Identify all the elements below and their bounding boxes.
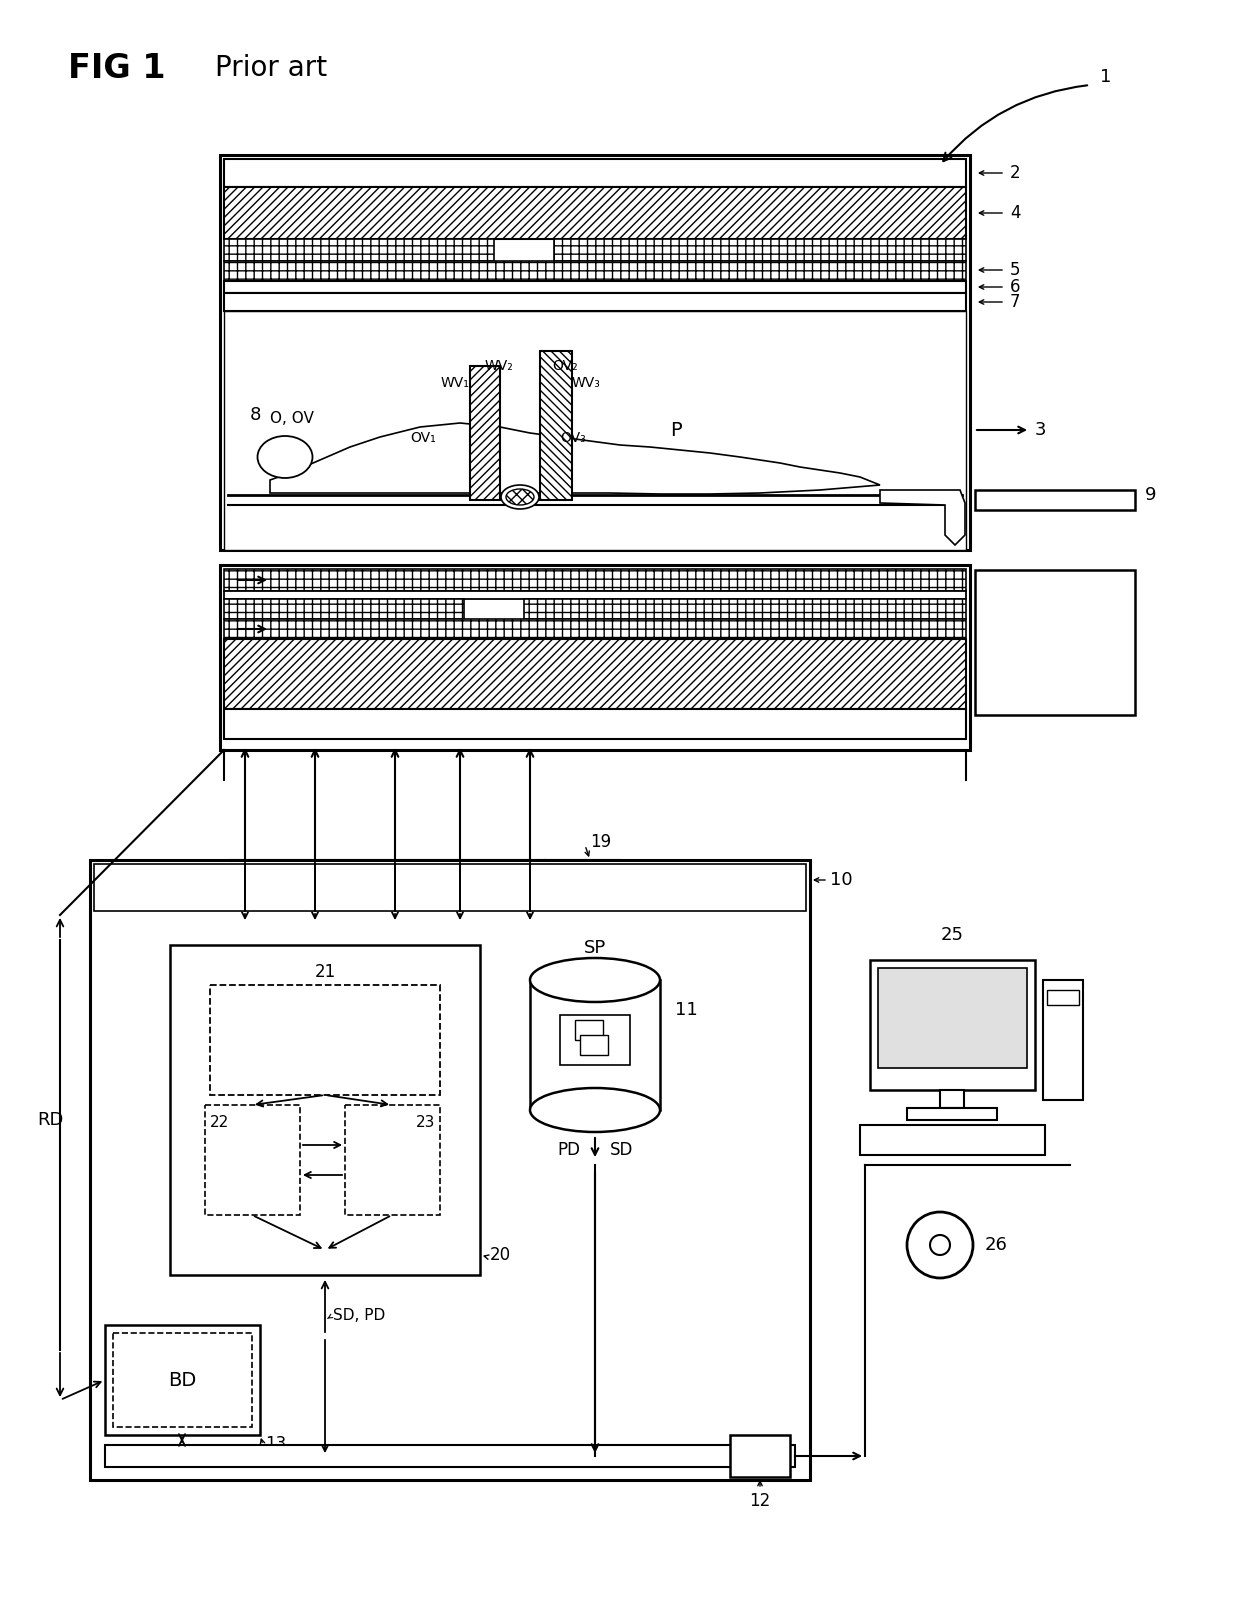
Text: 17: 17 (305, 874, 326, 894)
Bar (1047, 989, 1079, 1006)
Ellipse shape (529, 959, 660, 1002)
Bar (345, 1105, 440, 1215)
Text: 20: 20 (490, 1246, 511, 1264)
Bar (210, 985, 440, 1095)
Bar (94, 865, 806, 912)
Bar (1043, 980, 1083, 1100)
Bar (224, 599, 464, 620)
Text: 11: 11 (675, 1001, 698, 1019)
Bar (975, 490, 1135, 509)
Bar (105, 1325, 260, 1435)
Text: 14: 14 (520, 874, 541, 894)
Text: SD: SD (610, 1140, 634, 1160)
Text: 26: 26 (985, 1236, 1008, 1254)
Text: O, OV: O, OV (270, 410, 314, 427)
Bar (224, 238, 494, 261)
Bar (560, 1015, 630, 1066)
Bar (906, 1108, 997, 1121)
Text: 21: 21 (315, 963, 336, 981)
Text: 4: 4 (1011, 204, 1021, 222)
Bar (975, 569, 1135, 715)
Polygon shape (270, 423, 880, 495)
Bar (224, 187, 966, 238)
Text: OV₃: OV₃ (560, 431, 585, 444)
Circle shape (906, 1212, 973, 1278)
Bar (105, 1445, 795, 1466)
Bar (219, 156, 970, 550)
Text: OV₁: OV₁ (410, 431, 435, 444)
Text: 6: 6 (1011, 277, 1021, 295)
Bar (224, 261, 966, 281)
Bar (870, 960, 1035, 1090)
Polygon shape (880, 490, 965, 545)
Bar (224, 620, 966, 639)
Bar (224, 311, 966, 550)
Bar (224, 159, 966, 187)
Text: 13: 13 (265, 1435, 286, 1453)
Text: BD: BD (167, 1371, 196, 1390)
Bar (91, 860, 810, 1479)
Text: 25: 25 (940, 926, 963, 944)
Bar (861, 1126, 1045, 1155)
Text: 5: 5 (1011, 261, 1021, 279)
Text: RD: RD (37, 1111, 63, 1129)
Text: 23: 23 (415, 1114, 435, 1131)
Text: 12: 12 (749, 1492, 770, 1510)
Text: 1: 1 (1100, 68, 1111, 86)
Text: 15: 15 (449, 874, 470, 894)
Bar (224, 639, 966, 709)
Ellipse shape (529, 1088, 660, 1132)
Text: WV₃: WV₃ (572, 376, 601, 389)
Bar (940, 1090, 963, 1108)
Ellipse shape (501, 485, 539, 509)
Text: 10: 10 (830, 871, 853, 889)
Text: 8: 8 (250, 406, 262, 423)
Bar (224, 569, 966, 590)
Bar (730, 1435, 790, 1478)
Text: OV₂: OV₂ (552, 358, 578, 373)
Text: 22: 22 (210, 1114, 229, 1131)
Text: Prior art: Prior art (215, 54, 327, 83)
Bar (525, 599, 966, 620)
Bar (224, 709, 966, 740)
Text: PD: PD (557, 1140, 580, 1160)
Bar (529, 980, 660, 1109)
Bar (539, 350, 572, 500)
Bar (575, 1020, 603, 1040)
Bar (170, 946, 480, 1275)
Text: FIG 1: FIG 1 (68, 52, 165, 84)
Bar (224, 281, 966, 294)
Text: 7: 7 (1011, 294, 1021, 311)
Circle shape (930, 1234, 950, 1255)
Bar (224, 294, 966, 311)
Text: 16: 16 (384, 874, 405, 894)
Text: WV₁: WV₁ (440, 376, 470, 389)
Bar (580, 1035, 608, 1054)
Text: SD, PD: SD, PD (334, 1307, 386, 1322)
Text: 19: 19 (590, 834, 611, 852)
Bar (224, 590, 966, 599)
Text: WV₂: WV₂ (485, 358, 513, 373)
Bar (554, 238, 966, 261)
Text: 3: 3 (1035, 422, 1047, 440)
Text: 2: 2 (1011, 164, 1021, 182)
Text: 9: 9 (1145, 487, 1157, 504)
Bar (113, 1333, 252, 1427)
Text: P: P (670, 422, 682, 440)
Bar (219, 564, 970, 749)
Text: 18: 18 (234, 874, 255, 894)
Bar (470, 367, 500, 500)
Ellipse shape (258, 436, 312, 478)
Bar (205, 1105, 300, 1215)
Text: SP: SP (584, 939, 606, 957)
Bar (878, 968, 1027, 1067)
